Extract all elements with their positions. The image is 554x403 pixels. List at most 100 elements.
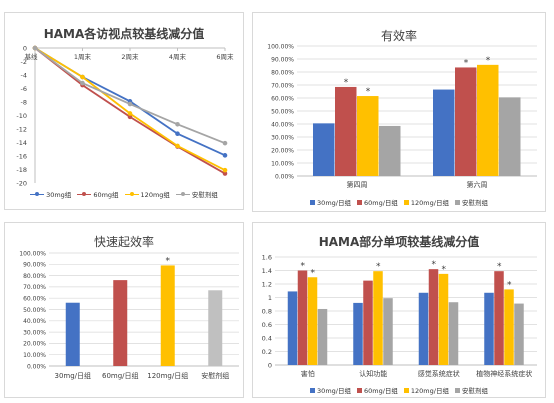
x-tick-label: 2周末 <box>121 52 139 61</box>
legend-swatch <box>454 199 460 205</box>
x-tick-label: 安慰剂组 <box>201 371 229 380</box>
y-tick-label: -16 <box>16 153 27 161</box>
bar <box>307 277 318 365</box>
bar <box>65 302 80 366</box>
x-tick-label: 30mg/日组 <box>54 371 91 380</box>
y-tick-label: 60.00% <box>271 95 294 102</box>
y-tick-label: 10.00% <box>271 160 294 167</box>
y-tick-label: 1.4 <box>262 267 272 275</box>
x-tick-label: 1周末 <box>74 52 92 61</box>
significance-mark: * <box>507 280 512 290</box>
legend-item: 120mg/日组 <box>403 385 449 395</box>
legend-item: 安慰剂组 <box>454 385 488 395</box>
significance-mark: * <box>311 268 316 278</box>
y-tick-label: 10.00% <box>23 352 46 359</box>
legend-item: 60mg组 <box>77 189 119 199</box>
legend-label: 120mg/日组 <box>410 387 449 395</box>
bar <box>418 292 429 365</box>
bar <box>297 270 308 365</box>
legend-item: 60mg/日组 <box>356 197 398 207</box>
significance-mark: * <box>464 58 469 68</box>
y-tick-label: 0 <box>268 361 272 369</box>
y-tick-label: -2 <box>21 58 27 66</box>
significance-mark: * <box>301 262 306 272</box>
x-tick-label: 4周末 <box>169 52 187 61</box>
bar <box>477 64 499 176</box>
significance-mark: * <box>442 265 447 275</box>
legend-swatch <box>77 192 92 197</box>
x-tick-label: 第六周 <box>467 180 488 189</box>
legend-label: 120mg/日组 <box>410 199 449 207</box>
y-tick-label: 40.00% <box>271 121 294 128</box>
bar <box>494 271 504 365</box>
y-tick-label: 1.2 <box>262 280 272 288</box>
y-tick-label: 30.00% <box>23 329 46 336</box>
y-tick-label: -18 <box>16 166 27 174</box>
bar <box>514 303 524 365</box>
y-tick-label: 0 <box>23 45 27 53</box>
legend-label: 安慰剂组 <box>461 387 488 395</box>
significance-mark: * <box>166 256 171 266</box>
data-point <box>222 140 228 146</box>
data-point <box>32 45 38 51</box>
significance-mark: * <box>376 262 381 272</box>
y-tick-label: 40.00% <box>23 318 46 325</box>
y-tick-label: 100.00% <box>19 250 46 257</box>
data-point <box>222 167 228 173</box>
significance-mark: * <box>366 87 371 97</box>
x-tick-label: 植物神经系统症状 <box>476 369 532 378</box>
data-point <box>127 101 133 107</box>
bar <box>455 67 477 176</box>
legend-label: 30mg/日组 <box>317 199 351 207</box>
data-point <box>80 80 85 86</box>
bar <box>379 125 401 176</box>
legend-item: 120mg组 <box>124 189 170 199</box>
y-tick-label: -20 <box>16 180 27 188</box>
line-chart-panel: HAMA各访视点较基线减分值 0 -2 -4 -6 -8 -10 -12 -14 -16 -18 -… <box>4 12 244 210</box>
hama-items-bar-chart: 0 0.2 0.4 0.6 0.8 1 1.2 1.4 1.6 * * 害怕 * 认知功能 * * 感觉系统症状… <box>262 253 537 378</box>
bar <box>428 269 439 365</box>
bar <box>335 86 357 176</box>
legend-swatch <box>454 387 460 393</box>
y-tick-label: 90.00% <box>23 262 46 269</box>
legend-item: 30mg/日组 <box>310 197 351 207</box>
legend-swatch <box>356 199 362 205</box>
hama-items-panel: HAMA部分单项较基线减分值 0 0.2 0.4 0.6 0.8 1 1.2 1.4 1.6 * *… <box>252 222 546 398</box>
bar <box>160 265 175 366</box>
bar <box>363 280 373 365</box>
significance-mark: * <box>432 260 437 270</box>
y-tick-label: 30.00% <box>271 134 294 141</box>
significance-mark: * <box>486 56 491 66</box>
y-tick-label: 60.00% <box>23 296 46 303</box>
legend-swatch <box>403 387 409 393</box>
y-tick-label: 0.4 <box>262 334 272 342</box>
y-tick-label: 80.00% <box>23 273 46 280</box>
rapid-onset-panel: 快速起效率 0.00% 10.00% 20.00% 30.00% 40.00% 50.00… <box>4 222 244 398</box>
y-tick-label: -8 <box>21 99 27 107</box>
x-tick-label: 120mg/日组 <box>147 371 188 380</box>
legend-item: 30mg/日组 <box>310 385 351 395</box>
y-tick-label: 70.00% <box>23 284 46 291</box>
series-line <box>34 47 226 171</box>
y-tick-label: -14 <box>16 139 27 147</box>
data-point <box>222 153 228 158</box>
y-tick-label: 100.00% <box>267 43 294 50</box>
data-point <box>127 111 133 116</box>
bar <box>448 302 459 365</box>
bar <box>499 97 521 176</box>
y-tick-label: 50.00% <box>271 108 294 115</box>
y-tick-label: 90.00% <box>271 56 294 63</box>
y-tick-label: 0.6 <box>262 321 272 329</box>
y-tick-label: 0.2 <box>262 348 272 356</box>
data-point <box>80 74 85 80</box>
bar <box>504 289 514 365</box>
chart-legend: 30mg组 60mg组 120mg组 安慰剂组 <box>5 189 243 199</box>
y-tick-label: -6 <box>21 85 27 93</box>
y-tick-label: 0.00% <box>27 363 46 370</box>
legend-swatch <box>403 199 409 205</box>
bar <box>438 273 449 365</box>
x-tick-label: 基线 <box>25 52 39 61</box>
y-tick-label: 20.00% <box>23 341 46 348</box>
series-line <box>34 47 226 145</box>
y-tick-label: 70.00% <box>271 82 294 89</box>
